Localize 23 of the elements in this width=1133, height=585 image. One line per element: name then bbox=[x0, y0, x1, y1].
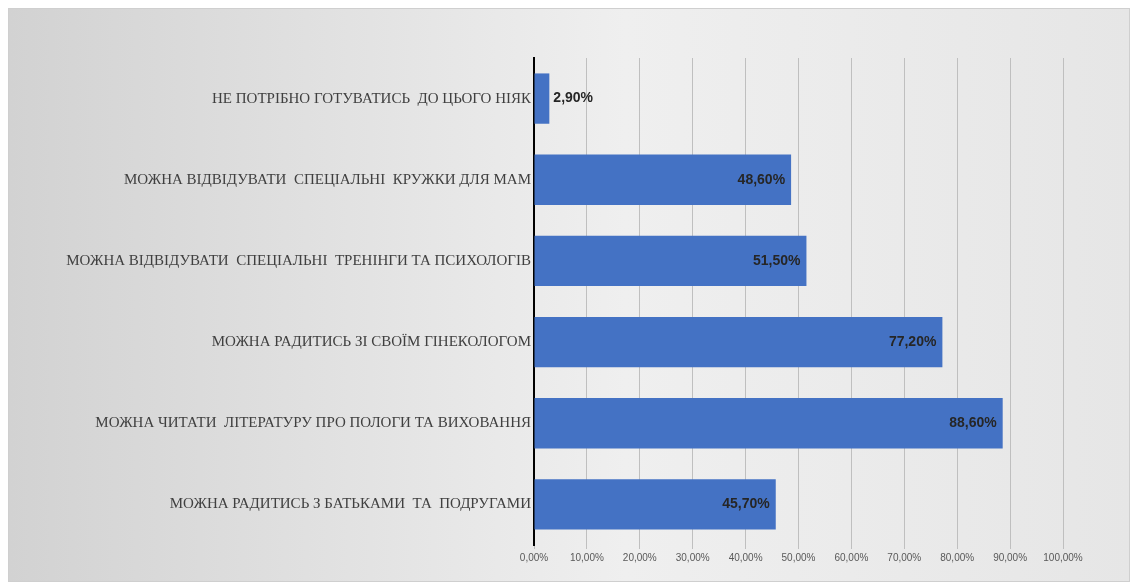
y-tick-label: МОЖНА ВІДВІДУВАТИ СПЕЦІАЛЬНІ ТРЕНІНГИ ТА ПСИХОЛОГІВ bbox=[66, 251, 531, 268]
data-label: 51,50% bbox=[752, 251, 801, 268]
x-tick-label: 50,00% bbox=[781, 551, 816, 563]
data-label: 45,70% bbox=[722, 495, 771, 512]
data-label: 77,20% bbox=[888, 332, 937, 349]
x-tick-label: 0,00% bbox=[519, 551, 549, 563]
y-tick-label: МОЖНА РАДИТИСЬ З БАТЬКАМИ ТА ПОДРУГАМИ bbox=[169, 495, 532, 512]
x-tick-label: 30,00% bbox=[675, 551, 710, 563]
x-tick-label: 20,00% bbox=[622, 551, 657, 563]
data-label: 2,90% bbox=[553, 89, 594, 106]
x-tick-label: 100,00% bbox=[1043, 551, 1083, 563]
x-tick-label: 80,00% bbox=[940, 551, 975, 563]
y-tick-label: МОЖНА ВІДВІДУВАТИ СПЕЦІАЛЬНІ КРУЖКИ ДЛЯ МАМ bbox=[123, 170, 531, 187]
data-label: 48,60% bbox=[737, 170, 786, 187]
x-tick-label: 10,00% bbox=[569, 551, 604, 563]
x-tick-label: 70,00% bbox=[887, 551, 922, 563]
data-label: 88,60% bbox=[949, 414, 998, 431]
x-tick-label: 40,00% bbox=[728, 551, 763, 563]
x-tick-label: 60,00% bbox=[834, 551, 869, 563]
x-tick-label: 90,00% bbox=[993, 551, 1028, 563]
y-tick-label: МОЖНА ЧИТАТИ ЛІТЕРАТУРУ ПРО ПОЛОГИ ТА ВИХОВАННЯ bbox=[95, 414, 531, 431]
y-tick-label: НЕ ПОТРІБНО ГОТУВАТИСЬ ДО ЦЬОГО НІЯК bbox=[212, 89, 532, 106]
y-tick-label: МОЖНА РАДИТИСЬ ЗІ СВОЇМ ГІНЕКОЛОГОМ bbox=[211, 333, 531, 350]
